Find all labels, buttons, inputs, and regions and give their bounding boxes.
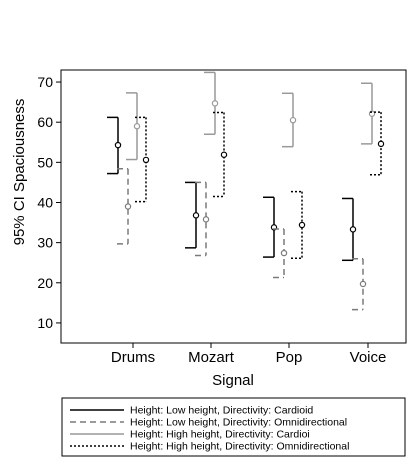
series-2 [117, 168, 367, 311]
mean-point [289, 116, 297, 124]
series-3 [126, 71, 376, 161]
series-1 [107, 116, 357, 262]
y-axis: 10 20 30 40 50 60 70 [37, 74, 61, 331]
y-tick-label: 60 [37, 114, 53, 130]
y-tick-label: 10 [37, 315, 53, 331]
legend-items: Height: Low height, Directivity: Cardioi… [70, 405, 349, 453]
plot-frame [60, 69, 407, 344]
error-bar [370, 111, 385, 176]
error-bar [282, 92, 297, 148]
legend-item: Height: High height, Directivity: Cardio… [70, 429, 310, 441]
x-tick-label: Voice [350, 349, 387, 366]
x-axis-title: Signal [212, 372, 254, 389]
error-bar [273, 228, 288, 279]
y-tick-label: 30 [37, 235, 53, 251]
legend-label: Height: Low height, Directivity: Omnidir… [130, 417, 347, 429]
mean-point [298, 221, 306, 229]
mean-point [202, 216, 210, 223]
legend-label: Height: High height, Directivity: Cardio… [130, 429, 310, 441]
series-4 [135, 111, 385, 260]
series-layer [107, 71, 385, 311]
mean-point [220, 151, 228, 158]
mean-point [359, 280, 367, 288]
y-tick-label: 70 [37, 74, 53, 90]
mean-point [142, 156, 150, 164]
error-bar [204, 71, 219, 135]
error-bar [195, 181, 210, 257]
error-bar [291, 190, 306, 260]
y-axis-title: 95% CI Spaciousness [11, 99, 28, 246]
x-axis: Drums Mozart Pop Voice [111, 343, 386, 366]
error-bar [135, 116, 150, 203]
x-tick-label: Drums [111, 349, 155, 366]
mean-point [192, 212, 200, 219]
legend-item: Height: High height, Directivity: Omnidi… [70, 441, 349, 453]
x-tick-label: Mozart [188, 349, 235, 366]
mean-point [133, 123, 141, 130]
legend-item: Height: Low height, Directivity: Cardioi… [70, 405, 313, 417]
mean-point [114, 141, 122, 149]
mean-point [349, 226, 357, 233]
y-tick-label: 40 [37, 194, 53, 210]
error-bar [107, 116, 122, 175]
mean-point [124, 203, 132, 210]
legend-label: Height: High height, Directivity: Omnidi… [130, 441, 349, 453]
error-bar [352, 257, 367, 311]
x-tick-label: Pop [276, 349, 303, 366]
legend: Height: Low height, Directivity: Cardioi… [61, 397, 406, 457]
y-tick-label: 20 [37, 275, 53, 291]
error-bar [361, 82, 376, 145]
error-bar [185, 181, 200, 249]
mean-point [280, 249, 288, 257]
y-tick-label: 50 [37, 154, 53, 170]
mean-point [211, 100, 219, 107]
legend-item: Height: Low height, Directivity: Omnidir… [70, 417, 347, 429]
error-bar [117, 168, 132, 245]
error-bar [263, 196, 278, 258]
error-bar [342, 197, 357, 262]
error-bar [126, 92, 141, 161]
mean-point [377, 140, 385, 148]
error-bar [213, 111, 228, 198]
legend-label: Height: Low height, Directivity: Cardioi… [130, 405, 313, 417]
